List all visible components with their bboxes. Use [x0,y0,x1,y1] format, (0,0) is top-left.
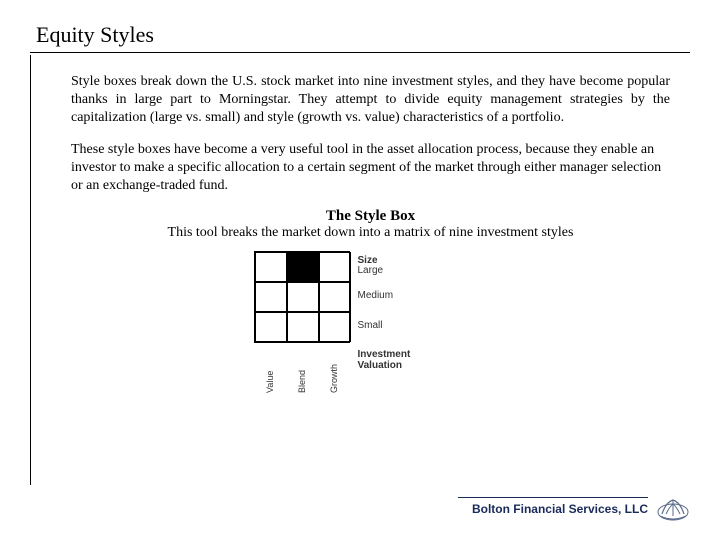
axis-title-line2: Valuation [358,360,402,371]
stylebox-heading: The Style Box [71,208,670,225]
footer-company-name: Bolton Financial Services, LLC [472,502,648,516]
cell-2-2 [319,312,351,342]
content-frame: Style boxes break down the U.S. stock ma… [30,55,690,485]
valuation-axis-title: Investment Valuation [358,343,488,371]
col-labels: Value Blend Growth [254,347,350,395]
page-title: Equity Styles [30,22,690,52]
stylebox-diagram: Size Large Medium Small Value Blend Grow… [71,251,670,395]
cell-0-1 [287,252,319,282]
stylebox-subheading: This tool breaks the market down into a … [71,225,670,241]
row-label-medium: Medium [358,291,488,302]
cell-1-1 [287,282,319,312]
cell-1-2 [319,282,351,312]
footer-rule [458,497,648,498]
cell-0-2 [319,252,351,282]
title-rule [30,52,690,53]
cell-2-0 [255,312,287,342]
col-label-blend: Blend [297,347,307,395]
cell-1-0 [255,282,287,312]
company-logo-icon [656,492,690,522]
col-label-value: Value [265,347,275,395]
cell-0-0 [255,252,287,282]
row-label-small: Small [358,321,488,332]
row-labels: Size Large Medium Small [358,251,488,343]
intro-paragraph-1: Style boxes break down the U.S. stock ma… [71,73,670,127]
footer: Bolton Financial Services, LLC [458,492,690,522]
cell-2-1 [287,312,319,342]
col-label-growth: Growth [329,347,339,395]
row-label-large: Large [358,266,488,277]
stylebox-grid [254,251,350,343]
axis-title-line1: Investment [358,349,411,360]
intro-paragraph-2: These style boxes have become a very use… [71,141,670,195]
